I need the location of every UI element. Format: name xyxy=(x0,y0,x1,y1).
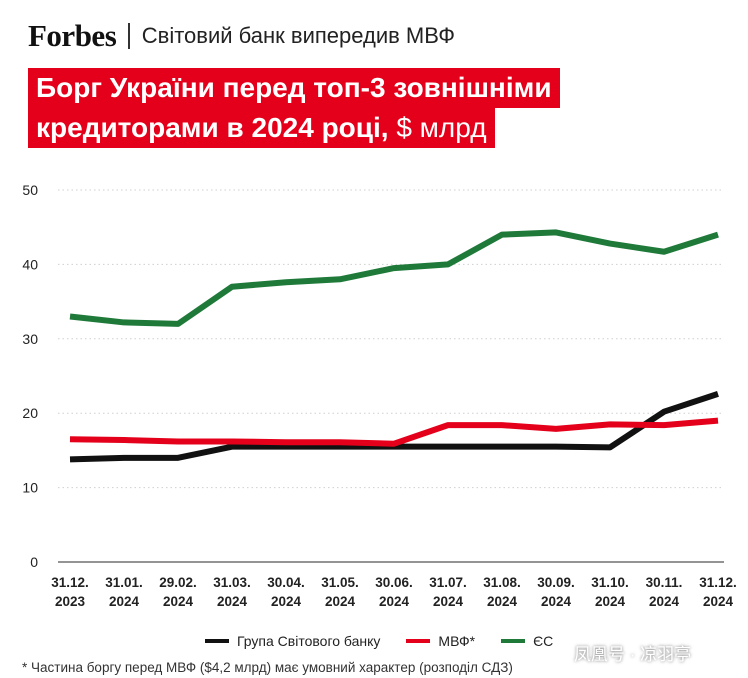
x-tick-label: 31.01. xyxy=(105,575,143,590)
x-tick-label-year: 2024 xyxy=(217,594,248,609)
x-tick-label: 30.11. xyxy=(646,575,683,590)
header: Forbes Світовий банк випередив МВФ xyxy=(28,16,455,56)
y-tick-label: 40 xyxy=(22,256,38,272)
title-unit: $ млрд xyxy=(396,112,487,143)
legend-label-imf: МВФ* xyxy=(438,633,476,649)
x-tick-label-year: 2024 xyxy=(163,594,194,609)
x-tick-label: 31.07. xyxy=(429,575,467,590)
chart-title: Борг України перед топ-3 зовнішніми кред… xyxy=(28,68,560,148)
x-tick-label-year: 2024 xyxy=(703,594,734,609)
title-line-2-main: кредиторами в 2024 році, xyxy=(36,112,397,143)
title-line-1: Борг України перед топ-3 зовнішніми xyxy=(28,68,560,108)
legend-swatch-eu xyxy=(501,639,526,643)
legend-swatch-imf xyxy=(406,639,431,643)
title-line-2: кредиторами в 2024 році, $ млрд xyxy=(28,108,495,148)
x-tick-label: 31.08. xyxy=(483,575,521,590)
x-tick-label: 31.12. xyxy=(51,575,89,590)
y-tick-label: 20 xyxy=(22,405,38,421)
x-tick-label: 30.06. xyxy=(375,575,413,590)
x-tick-label: 30.04. xyxy=(267,575,305,590)
footnote: * Частина боргу перед МВФ ($4,2 млрд) ма… xyxy=(22,660,513,675)
x-tick-label-year: 2024 xyxy=(649,594,680,609)
x-tick-label-year: 2023 xyxy=(55,594,86,609)
watermark: 凤凰号 · 凉羽亭 xyxy=(574,645,692,664)
x-tick-label: 29.02. xyxy=(159,575,197,590)
legend-label-world-bank: Група Світового банку xyxy=(237,633,381,649)
y-tick-label: 10 xyxy=(22,480,38,496)
x-tick-label-year: 2024 xyxy=(325,594,356,609)
x-tick-label-year: 2024 xyxy=(433,594,464,609)
x-tick-label-year: 2024 xyxy=(595,594,626,609)
y-tick-label: 0 xyxy=(30,554,38,570)
legend-swatch-world-bank xyxy=(205,639,229,643)
x-tick-label-year: 2024 xyxy=(379,594,410,609)
x-tick-label: 31.10. xyxy=(591,575,629,590)
x-tick-label: 30.09. xyxy=(537,575,575,590)
legend: Група Світового банку МВФ* ЄС xyxy=(205,633,579,649)
x-tick-label: 31.03. xyxy=(213,575,251,590)
x-tick-label: 31.12. xyxy=(699,575,737,590)
header-divider xyxy=(128,23,130,49)
legend-item-imf: МВФ* xyxy=(406,633,475,649)
forbes-logo: Forbes xyxy=(28,18,117,53)
legend-item-eu: ЄС xyxy=(501,633,553,649)
legend-label-eu: ЄС xyxy=(533,633,554,649)
x-tick-label-year: 2024 xyxy=(271,594,302,609)
series-line-1 xyxy=(69,417,719,447)
y-tick-label: 30 xyxy=(22,331,38,347)
legend-item-world-bank: Група Світового банку xyxy=(205,633,380,649)
series-line-2 xyxy=(69,229,719,327)
y-tick-label: 50 xyxy=(22,182,38,198)
x-tick-label-year: 2024 xyxy=(109,594,140,609)
x-tick-label-year: 2024 xyxy=(487,594,518,609)
x-tick-label-year: 2024 xyxy=(541,594,572,609)
header-subtitle: Світовий банк випередив МВФ xyxy=(141,23,455,48)
x-tick-label: 31.05. xyxy=(321,575,359,590)
